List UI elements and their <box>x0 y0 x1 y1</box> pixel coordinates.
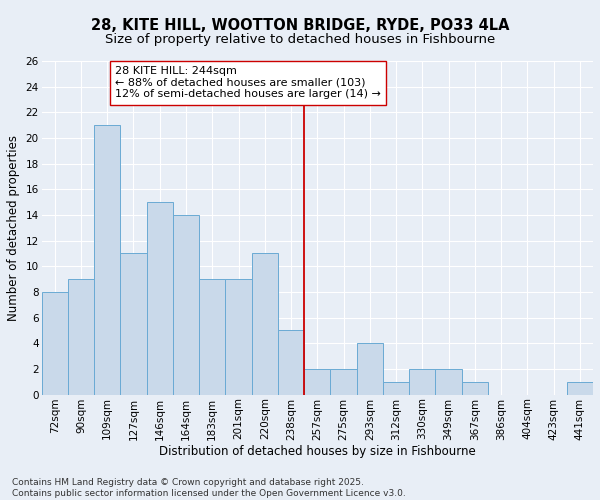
Bar <box>251 254 278 394</box>
Bar <box>331 369 356 394</box>
Bar <box>173 215 199 394</box>
Y-axis label: Number of detached properties: Number of detached properties <box>7 135 20 321</box>
Bar <box>199 279 226 394</box>
Bar <box>383 382 409 394</box>
Bar <box>567 382 593 394</box>
Bar <box>41 292 68 394</box>
Text: 28, KITE HILL, WOOTTON BRIDGE, RYDE, PO33 4LA: 28, KITE HILL, WOOTTON BRIDGE, RYDE, PO3… <box>91 18 509 32</box>
Bar <box>304 369 331 394</box>
Bar <box>94 125 121 394</box>
Text: Size of property relative to detached houses in Fishbourne: Size of property relative to detached ho… <box>105 32 495 46</box>
Bar <box>462 382 488 394</box>
Bar <box>356 344 383 394</box>
Bar <box>146 202 173 394</box>
Bar <box>409 369 436 394</box>
Bar <box>121 254 146 394</box>
Bar <box>436 369 462 394</box>
Bar <box>226 279 251 394</box>
Text: Contains HM Land Registry data © Crown copyright and database right 2025.
Contai: Contains HM Land Registry data © Crown c… <box>12 478 406 498</box>
Bar <box>68 279 94 394</box>
X-axis label: Distribution of detached houses by size in Fishbourne: Distribution of detached houses by size … <box>159 445 476 458</box>
Bar <box>278 330 304 394</box>
Text: 28 KITE HILL: 244sqm
← 88% of detached houses are smaller (103)
12% of semi-deta: 28 KITE HILL: 244sqm ← 88% of detached h… <box>115 66 381 100</box>
